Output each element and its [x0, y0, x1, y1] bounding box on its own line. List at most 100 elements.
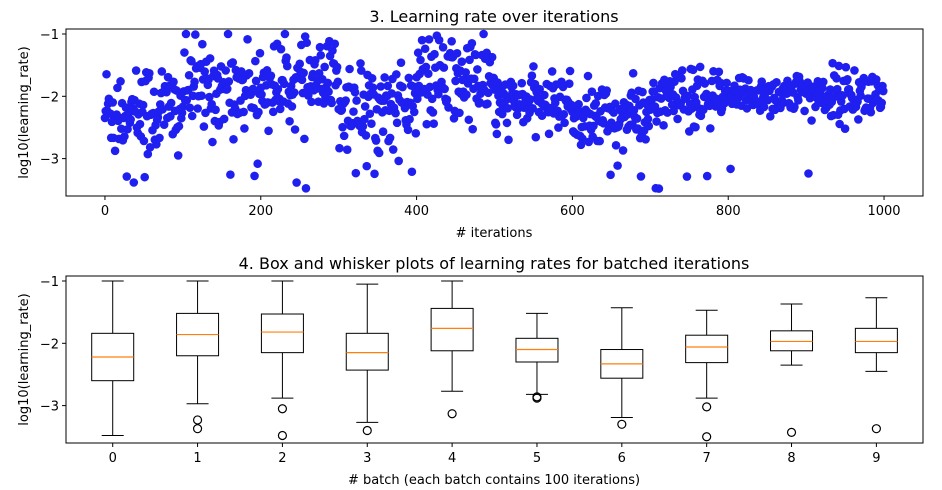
box-x-tick-label: 9 — [872, 451, 880, 466]
scatter-point — [391, 108, 400, 118]
scatter-point — [413, 48, 423, 58]
box-x-tick-label: 6 — [618, 451, 626, 466]
scatter-point — [706, 124, 715, 133]
scatter-x-tick-label: 600 — [560, 204, 585, 219]
scatter-point — [182, 95, 192, 105]
scatter-point — [316, 50, 326, 60]
box-outlier — [786, 427, 797, 438]
scatter-point — [356, 59, 365, 68]
scatter-point — [244, 69, 254, 78]
scatter-point — [374, 148, 384, 158]
scatter-point — [307, 97, 316, 107]
scatter-point — [421, 62, 431, 72]
scatter-point — [483, 99, 492, 109]
scatter-point — [184, 70, 194, 80]
scatter-point — [222, 84, 232, 94]
scatter-point — [120, 132, 129, 141]
scatter-point — [479, 29, 488, 39]
scatter-point — [378, 127, 388, 136]
scatter-x-tick-label: 1000 — [867, 204, 900, 219]
scatter-point — [255, 48, 265, 58]
box-outlier — [702, 402, 712, 412]
scatter-point — [649, 78, 658, 88]
scatter-point — [583, 71, 593, 81]
scatter-point — [462, 90, 471, 99]
scatter-point — [629, 105, 639, 115]
scatter-point — [327, 98, 336, 108]
scatter-point — [833, 84, 842, 94]
scatter-point — [361, 131, 371, 140]
scatter-point — [404, 73, 414, 83]
scatter-point — [224, 77, 234, 86]
scatter-point — [838, 91, 848, 100]
scatter-point — [292, 178, 301, 187]
scatter-point — [197, 91, 206, 100]
box-y-tick-label: −3 — [40, 400, 59, 415]
box-x-tick-label: 4 — [448, 451, 456, 466]
scatter-point — [457, 57, 467, 67]
scatter-point — [396, 58, 406, 67]
scatter-point — [714, 67, 724, 77]
scatter-point — [253, 159, 262, 169]
scatter-point — [268, 107, 278, 117]
scatter-point — [323, 78, 333, 88]
scatter-point — [169, 77, 178, 87]
scatter-point — [632, 114, 642, 123]
scatter-point — [673, 114, 682, 124]
scatter-point — [623, 109, 633, 119]
scatter-point — [211, 105, 220, 115]
scatter-point — [356, 66, 366, 75]
scatter-point — [208, 137, 217, 147]
scatter-point — [540, 90, 549, 100]
scatter-points — [100, 29, 888, 193]
scatter-point — [248, 84, 258, 94]
scatter-plot-frame — [65, 28, 924, 197]
scatter-point — [641, 135, 650, 144]
scatter-point — [531, 132, 541, 142]
scatter-point — [611, 141, 621, 150]
scatter-point — [229, 135, 238, 144]
box-outlier — [532, 393, 542, 403]
scatter-point — [174, 121, 184, 131]
scatter-point — [461, 68, 470, 77]
scatter-point — [716, 78, 725, 88]
scatter-point — [180, 48, 189, 57]
scatter-point — [841, 62, 851, 72]
scatter-y-axis-label: log10(learning_rate) — [17, 46, 32, 178]
scatter-point — [243, 34, 252, 44]
scatter-point — [467, 38, 477, 48]
box-x-tick-label: 1 — [193, 451, 201, 466]
scatter-point — [394, 156, 403, 166]
box-y-tick-label: −1 — [40, 275, 59, 290]
scatter-point — [832, 73, 841, 83]
scatter-point — [108, 98, 118, 107]
scatter-point — [602, 86, 611, 95]
scatter-point — [434, 89, 443, 99]
scatter-point — [688, 65, 698, 75]
scatter-point — [279, 79, 289, 89]
scatter-point — [143, 149, 153, 159]
box-iqr — [430, 307, 474, 352]
scatter-point — [677, 66, 687, 75]
scatter-point — [185, 103, 195, 113]
scatter-point — [152, 139, 161, 149]
scatter-y-tick-label: −1 — [40, 28, 59, 43]
scatter-point — [840, 124, 850, 133]
scatter-y-ticks: −1 −2 −3 — [40, 28, 66, 168]
box-y-tick-label: −2 — [40, 337, 59, 352]
scatter-point — [162, 87, 171, 97]
scatter-point — [287, 102, 297, 111]
scatter-point — [452, 48, 462, 58]
scatter-point — [159, 120, 169, 129]
scatter-point — [264, 126, 273, 136]
scatter-point — [300, 134, 309, 144]
scatter-point — [702, 171, 712, 181]
box-x-tick-label: 5 — [533, 451, 541, 466]
scatter-point — [659, 121, 668, 130]
scatter-point — [682, 172, 692, 181]
scatter-point — [652, 117, 661, 126]
scatter-point — [388, 145, 398, 154]
scatter-point — [409, 107, 419, 117]
scatter-point — [807, 116, 816, 125]
scatter-point — [447, 36, 456, 46]
